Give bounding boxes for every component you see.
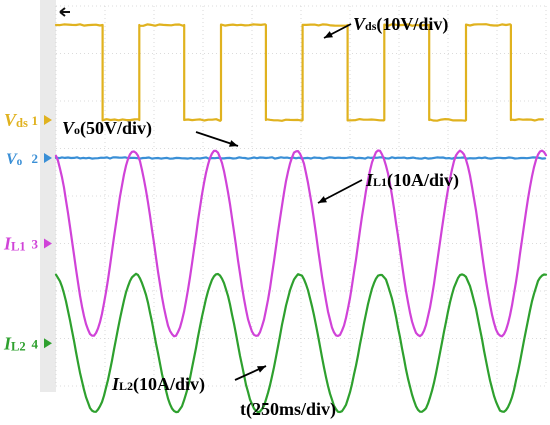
channel-column-band [40, 0, 56, 392]
vds-marker-icon [44, 115, 52, 125]
il1-arrow [317, 179, 363, 204]
channel-markers: 1 2 3 4 [32, 7, 70, 351]
annotation-arrows [195, 23, 363, 381]
il2-trace [54, 272, 548, 414]
vds-arrow-head [324, 31, 333, 38]
il2-channel-number: 4 [32, 336, 39, 351]
il1-marker-icon [44, 238, 52, 249]
il1-arrow-head [318, 196, 327, 203]
vo-trace [54, 156, 547, 160]
vo-marker-icon [44, 153, 52, 163]
il2-annotation: IL2(10A/div) [111, 374, 205, 395]
vo-arrow-head [229, 140, 238, 147]
vds-annotation: Vds(10V/div) [353, 14, 448, 35]
il2-arrow-head [257, 366, 266, 373]
vds-trace [54, 23, 544, 122]
left-margin-band [0, 0, 40, 392]
x-axis-label: t(250ms/div) [240, 399, 336, 420]
vds-axis-label: Vds [4, 110, 28, 130]
il1-trace [54, 149, 548, 338]
il1-axis-label: IL1 [3, 234, 26, 254]
vo-axis-label: Vo [6, 151, 23, 168]
il1-channel-number: 3 [32, 237, 39, 252]
vo-annotation: Vo(50V/div) [62, 118, 152, 139]
left-arrow-icon [59, 7, 70, 17]
vo-channel-number: 2 [32, 151, 39, 166]
waveforms [54, 23, 548, 414]
vds-channel-number: 1 [32, 113, 39, 128]
grid [55, 5, 547, 387]
il1-annotation: IL1(10A/div) [365, 170, 459, 191]
il2-axis-label: IL2 [3, 333, 26, 353]
il2-marker-icon [44, 338, 52, 349]
annotation-labels: Vds Vo IL1 IL2 Vds(10V/div) Vo(50V/div) IL1(10… [3, 14, 459, 420]
